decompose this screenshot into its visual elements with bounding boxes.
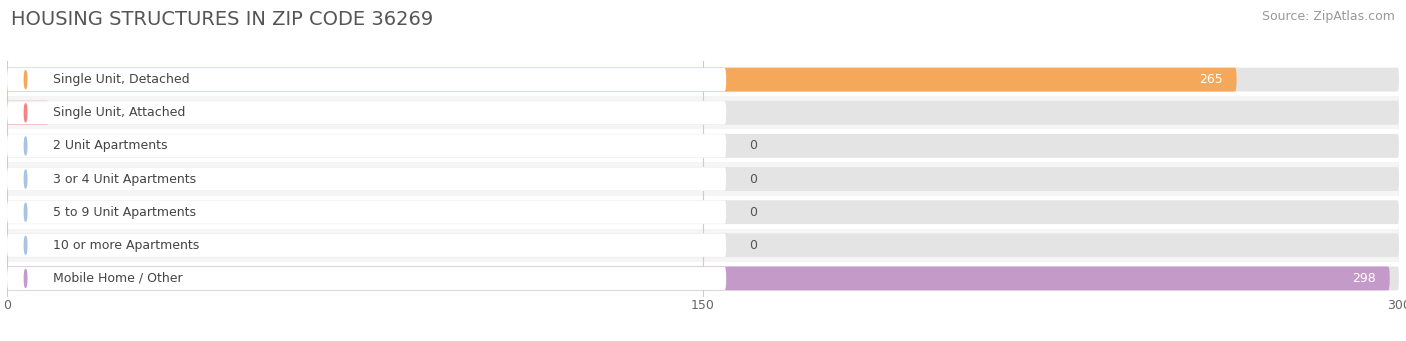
Text: Single Unit, Attached: Single Unit, Attached [53,106,186,119]
Text: 0: 0 [749,139,758,152]
Circle shape [24,170,27,188]
Circle shape [24,104,27,122]
FancyBboxPatch shape [7,68,1399,91]
FancyBboxPatch shape [7,101,1399,125]
Circle shape [24,236,27,254]
Text: 298: 298 [1353,272,1375,285]
Bar [7,262,1399,295]
FancyBboxPatch shape [7,267,1389,291]
Text: Source: ZipAtlas.com: Source: ZipAtlas.com [1261,10,1395,23]
Circle shape [24,137,27,155]
Bar [7,196,1399,229]
FancyBboxPatch shape [7,267,1399,291]
Bar [7,96,1399,129]
FancyBboxPatch shape [7,167,1399,191]
Circle shape [24,71,27,89]
FancyBboxPatch shape [7,234,725,257]
FancyBboxPatch shape [7,134,1399,158]
Text: HOUSING STRUCTURES IN ZIP CODE 36269: HOUSING STRUCTURES IN ZIP CODE 36269 [11,10,433,29]
FancyBboxPatch shape [7,267,725,290]
Circle shape [24,269,27,287]
Bar [7,162,1399,196]
Text: Single Unit, Detached: Single Unit, Detached [53,73,190,86]
FancyBboxPatch shape [7,68,1237,91]
Bar [7,129,1399,162]
FancyBboxPatch shape [7,167,725,191]
FancyBboxPatch shape [7,101,49,125]
Text: 10 or more Apartments: 10 or more Apartments [53,239,200,252]
FancyBboxPatch shape [7,233,1399,257]
Text: 265: 265 [1199,73,1223,86]
Text: 0: 0 [749,206,758,219]
Text: 2 Unit Apartments: 2 Unit Apartments [53,139,167,152]
Text: 5 to 9 Unit Apartments: 5 to 9 Unit Apartments [53,206,197,219]
Text: Mobile Home / Other: Mobile Home / Other [53,272,183,285]
FancyBboxPatch shape [7,68,725,91]
Text: 0: 0 [749,239,758,252]
Text: 0: 0 [749,173,758,186]
Text: 9: 9 [27,106,35,119]
FancyBboxPatch shape [7,201,725,224]
FancyBboxPatch shape [7,134,725,158]
Circle shape [24,203,27,221]
Bar [7,229,1399,262]
Bar [7,63,1399,96]
FancyBboxPatch shape [7,200,1399,224]
Text: 3 or 4 Unit Apartments: 3 or 4 Unit Apartments [53,173,197,186]
FancyBboxPatch shape [7,101,725,124]
